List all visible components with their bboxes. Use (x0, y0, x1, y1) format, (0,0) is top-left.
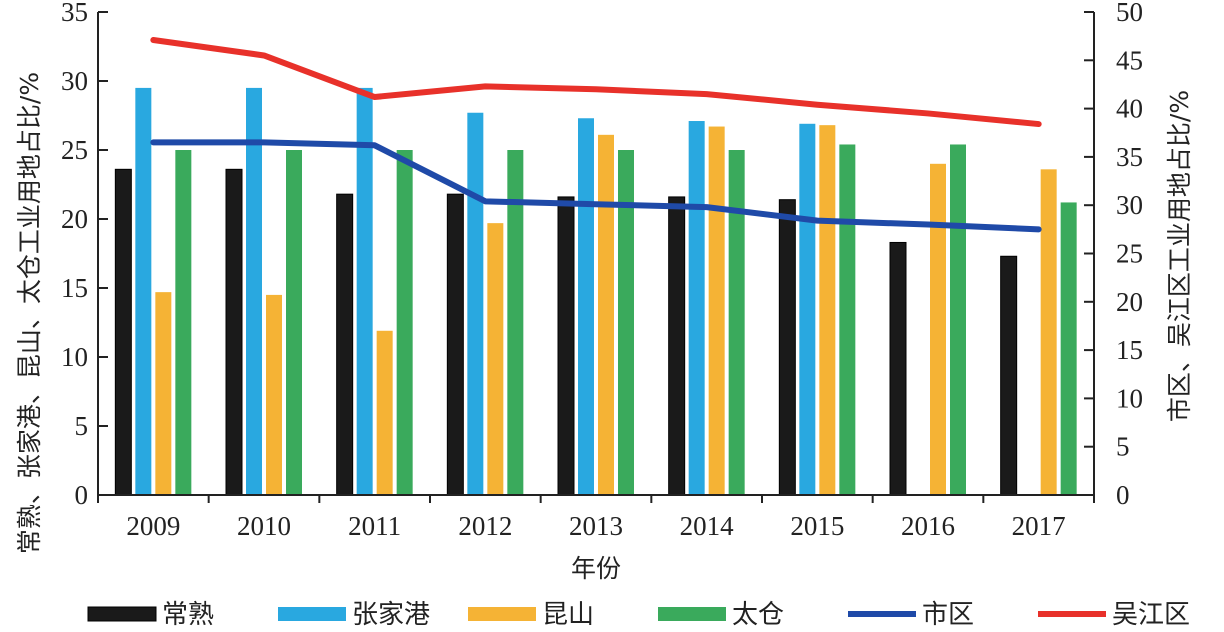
bar-太仓-2009 (175, 150, 192, 495)
bar-常熟-2017 (1000, 255, 1018, 496)
legend: 常熟 张家港 昆山 太仓 市区 吴江区 (87, 600, 1190, 630)
bar-昆山-2009 (155, 292, 172, 495)
x-tick-label: 2017 (1012, 511, 1066, 541)
legend-label: 昆山 (542, 600, 594, 630)
left-tick-label: 5 (75, 411, 89, 441)
right-tick-label: 5 (1116, 432, 1130, 462)
right-tick-label: 15 (1116, 335, 1143, 365)
left-tick-label: 10 (61, 342, 88, 372)
legend-label: 张家港 (352, 600, 430, 630)
legend-item-太仓: 太仓 (658, 600, 784, 630)
bar-昆山-2012 (487, 223, 504, 495)
legend-item-昆山: 昆山 (468, 600, 594, 630)
right-tick-label: 50 (1116, 0, 1143, 27)
x-tick-label: 2010 (237, 511, 291, 541)
right-tick-label: 0 (1116, 480, 1130, 510)
right-tick-label: 25 (1116, 239, 1143, 269)
x-tick-label: 2013 (569, 511, 623, 541)
right-tick-label: 10 (1116, 383, 1143, 413)
right-ticks: 0 5 10 15 20 25 30 35 40 45 50 (1084, 0, 1143, 510)
right-tick-label: 30 (1116, 190, 1143, 220)
legend-item-吴江区: 吴江区 (1038, 600, 1190, 630)
bar-昆山-2010 (266, 294, 282, 495)
bar-太仓-2012 (507, 150, 524, 495)
legend-swatch (87, 606, 157, 622)
legend-item-市区: 市区 (848, 600, 974, 630)
left-axis-title: 常熟、张家港、昆山、太仓工业用地占比/% (15, 72, 44, 554)
bar-昆山-2011 (376, 330, 393, 495)
right-tick-label: 35 (1116, 142, 1143, 172)
legend-label: 太仓 (732, 600, 784, 630)
bar-张家港-2012 (467, 112, 484, 496)
bar-太仓-2015 (839, 144, 856, 496)
bar-太仓-2014 (728, 150, 745, 495)
bar-昆山-2013 (598, 134, 614, 495)
left-tick-label: 35 (61, 0, 88, 27)
bar-常熟-2013 (557, 196, 575, 496)
bar-张家港-2014 (688, 121, 705, 496)
legend-swatch (278, 607, 346, 621)
bar-昆山-2015 (819, 125, 836, 495)
bar-张家港-2015 (799, 123, 816, 495)
x-tick-label: 2015 (790, 511, 844, 541)
bar-昆山-2016 (930, 163, 946, 496)
bar-常熟-2011 (336, 193, 354, 496)
right-tick-label: 45 (1116, 45, 1143, 75)
bar-常熟-2012 (446, 193, 464, 496)
bar-太仓-2013 (618, 150, 634, 495)
bar-太仓-2010 (286, 150, 302, 495)
left-tick-label: 0 (75, 480, 89, 510)
left-tick-label: 30 (61, 66, 88, 96)
legend-item-常熟: 常熟 (87, 600, 214, 630)
line-市区 (150, 139, 1042, 233)
legend-label: 常熟 (162, 600, 214, 630)
right-tick-label: 20 (1116, 287, 1143, 317)
bar-昆山-2014 (708, 126, 725, 495)
x-tick-label: 2009 (126, 511, 180, 541)
bar-常熟-2009 (114, 168, 132, 496)
bar-太仓-2017 (1060, 202, 1077, 495)
x-ticks: 2009 2010 2011 2012 2013 2014 2015 2016 2017 (97, 495, 1095, 541)
x-tick-label: 2014 (680, 511, 735, 541)
bar-张家港-2009 (135, 87, 152, 496)
left-tick-label: 15 (61, 273, 88, 303)
legend-label: 市区 (922, 600, 974, 630)
x-tick-label: 2016 (901, 511, 955, 541)
right-axis-title: 市区、吴江区工业用地占比/% (1165, 90, 1194, 422)
bar-昆山-2017 (1040, 169, 1057, 495)
bar-张家港-2013 (578, 118, 594, 495)
bar-常熟-2016 (889, 241, 907, 496)
left-tick-label: 25 (61, 135, 88, 165)
right-tick-label: 40 (1116, 94, 1143, 124)
left-ticks: 0 5 10 15 20 25 30 35 (61, 0, 108, 510)
plot-area (114, 37, 1077, 496)
bar-常熟-2015 (778, 199, 796, 496)
bar-常熟-2014 (668, 196, 686, 496)
bar-张家港-2011 (356, 87, 373, 496)
legend-swatch (468, 607, 536, 621)
legend-label: 吴江区 (1112, 600, 1190, 630)
legend-item-张家港: 张家港 (278, 600, 430, 630)
x-axis-title: 年份 (571, 554, 621, 583)
legend-swatch (658, 607, 726, 621)
left-tick-label: 20 (61, 204, 88, 234)
x-tick-label: 2011 (348, 511, 401, 541)
bar-太仓-2016 (950, 144, 966, 496)
bar-张家港-2010 (246, 87, 262, 496)
bar-太仓-2011 (396, 150, 413, 495)
line-吴江区 (150, 37, 1042, 128)
x-tick-label: 2012 (458, 511, 512, 541)
bar-常熟-2010 (225, 168, 243, 496)
